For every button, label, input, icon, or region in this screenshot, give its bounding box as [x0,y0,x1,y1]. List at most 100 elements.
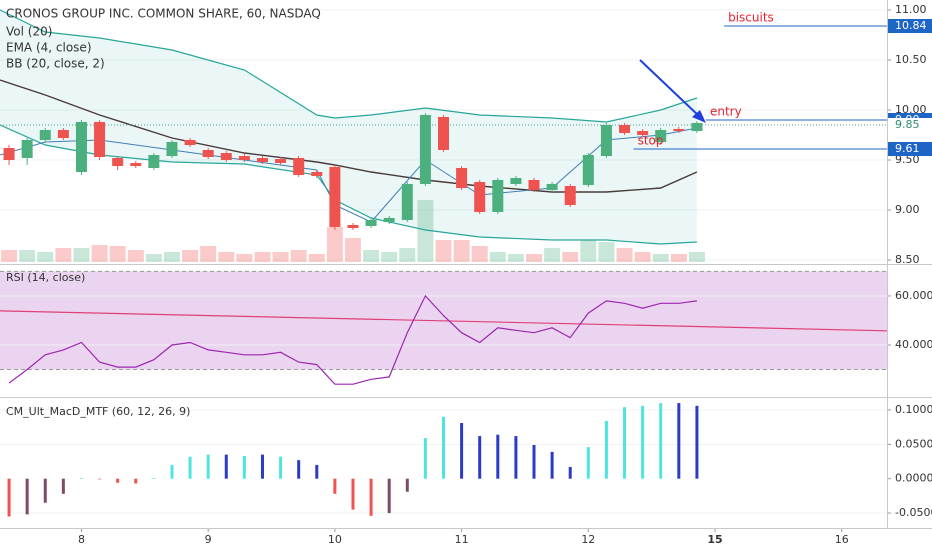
y-tick-label: 9.00 [895,203,920,216]
indicator-line [0,127,697,223]
volume-bar [55,248,72,262]
candle-body [655,130,667,142]
volume-bar [688,252,705,262]
candle-body [311,172,323,176]
y-tick-label: 8.50 [895,253,920,266]
y-tick-label: 0.0000 [895,472,932,485]
volume-bar [363,250,380,262]
candle-body [329,167,341,227]
panel-title: Vol (20) [6,25,52,39]
volume-bar [526,254,543,262]
y-tick-label: 60.0000 [895,289,932,302]
panel-title: CM_Ult_MacD_MTF (60, 12, 26, 9) [6,405,190,418]
volume-bar [616,248,633,262]
indicator-line [0,9,698,123]
volume-bar [326,227,343,262]
volume-bar [218,252,235,262]
candle-body [564,186,576,205]
histogram-bar [460,423,464,479]
volume-bar [471,246,488,262]
panel-title: EMA (4, close) [6,41,92,55]
histogram-bar [568,467,572,479]
candle-body [492,180,504,212]
volume-bar [489,252,506,262]
candle-body [510,178,522,184]
volume-bar [37,252,54,262]
candle-body [600,125,612,156]
y-tick-label: 10.50 [895,53,927,66]
candle-body [637,131,649,135]
annotation: stop [638,134,664,148]
histogram-bar [170,464,174,479]
histogram-bar [586,447,590,479]
histogram-bar [623,407,627,479]
candle-body [112,158,124,166]
price-tag [888,118,932,132]
volume-bar [236,254,253,262]
volume-bar [670,254,687,262]
candle-body [582,155,594,185]
histogram-bar [98,478,102,480]
rsi-line [8,294,697,385]
volume-bar [399,248,416,262]
histogram-bar [514,436,518,479]
volume-bar [91,245,108,262]
x-tick-label: 16 [835,533,849,546]
volume-bar [19,250,36,262]
volume-bar [127,250,144,262]
price-tag [888,142,932,156]
volume-bar [163,252,180,262]
histogram-bar [206,454,210,479]
candle-body [94,122,106,157]
histogram-bar [423,438,427,479]
candle-body [619,125,631,133]
candle-body [365,220,377,226]
y-tick-label: 0.1000 [895,403,932,416]
histogram-bar [315,464,319,479]
panel-title: BB (20, close, 2) [6,57,105,71]
volume-bar [1,250,18,262]
histogram-bar [677,403,681,479]
candle-body [383,218,395,222]
candle-body [347,225,359,228]
histogram-bar [442,416,445,479]
annotation: biscuits [728,11,774,25]
candle-body [39,130,51,140]
histogram-bar [387,478,391,514]
y-tick-label: -0.0500 [895,506,932,519]
candle-body [166,142,178,156]
candle-body [256,158,268,162]
candle-body [438,117,449,150]
histogram-bar [61,478,65,494]
x-tick-label: 9 [205,533,212,546]
candle-body [220,153,232,160]
candle-body [184,140,196,145]
histogram-bar [7,478,11,517]
arrow [639,59,701,118]
volume-bar [182,250,199,262]
histogram-bar [604,420,608,479]
volume-bar [200,246,217,262]
volume-bar [598,242,615,262]
histogram-bar [496,434,500,479]
volume-bar [507,254,524,262]
x-tick-label: 10 [328,533,342,546]
plot-layer: 11.00 10.50 10.00 9.50 9.00 8.50 biscuits 10.84… [0,3,932,546]
candle-body [293,158,305,175]
price-tag-label: 9.61 [895,142,920,155]
candle-body [238,156,250,160]
histogram-bar [242,456,246,479]
price-tag-label: 9.85 [895,118,920,131]
volume-bar [562,252,579,262]
volume-bar [417,200,434,262]
volume-bar [453,240,470,262]
histogram-bar [659,403,663,479]
candle-body [546,184,558,190]
volume-bar [290,250,307,262]
volume-bar [254,252,271,262]
volume-bar [272,252,289,262]
volume-bar [544,248,561,262]
histogram-bar [351,478,355,510]
